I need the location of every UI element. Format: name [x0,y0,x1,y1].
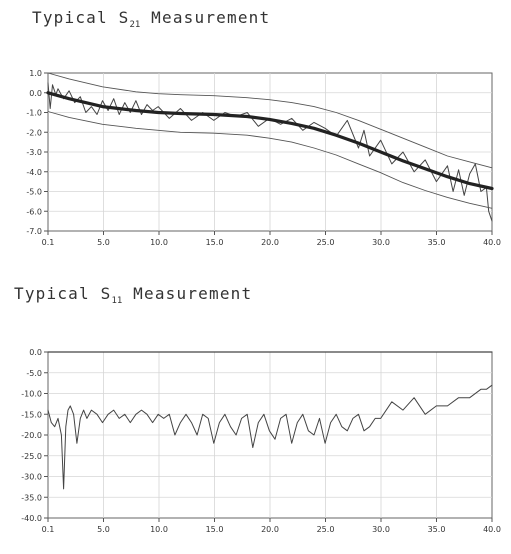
y-tick-label: -5.0 [26,188,42,197]
y-tick-label: -6.0 [26,207,42,216]
y-tick-label: -35.0 [21,493,42,502]
x-tick: 25.0 [317,231,335,247]
x-tick: 20.0 [261,231,279,247]
y-tick-label: -15.0 [21,410,42,419]
y-tick-label: -3.0 [26,148,42,157]
series-line-measured [47,384,493,490]
y-tick-label: -1.0 [26,109,42,118]
x-tick-label: 0.1 [42,238,55,247]
y-tick: 0.0 [29,348,48,357]
x-tick: 30.0 [372,518,390,534]
x-tick-label: 20.0 [261,525,279,534]
y-tick-label: -2.0 [26,128,42,137]
chart-title-s11: Typical S11 Measurement [14,284,253,307]
grid [48,73,492,231]
x-tick: 10.0 [150,231,168,247]
series-line-typical [46,91,494,191]
x-tick: 40.0 [483,518,501,534]
y-tick: -4.0 [26,168,48,177]
x-tick-label: 5.0 [97,525,110,534]
x-tick: 35.0 [428,518,446,534]
y-tick: -35.0 [21,493,48,502]
y-tick-label: -10.0 [21,390,42,399]
x-tick: 40.0 [483,231,501,247]
x-tick: 35.0 [428,231,446,247]
y-tick: -20.0 [21,431,48,440]
x-tick: 25.0 [317,518,335,534]
x-tick: 20.0 [261,518,279,534]
x-tick-label: 5.0 [97,238,110,247]
x-tick-label: 10.0 [150,525,168,534]
s11-chart: 0.1 5.0 10.0 15.0 20.0 25.0 30.0 35.0 40.0 0.0 -5.… [21,348,501,534]
x-tick-label: 20.0 [261,238,279,247]
x-tick: 0.1 [42,231,55,247]
x-tick-label: 10.0 [150,238,168,247]
x-tick: 5.0 [97,231,110,247]
x-tick-label: 30.0 [372,525,390,534]
x-tick: 15.0 [206,231,224,247]
x-tick: 10.0 [150,518,168,534]
y-tick-label: -40.0 [21,514,42,523]
y-tick: 0.0 [29,89,48,98]
x-tick-label: 25.0 [317,238,335,247]
x-tick-label: 35.0 [428,238,446,247]
y-tick-label: -25.0 [21,452,42,461]
y-tick: -10.0 [21,390,48,399]
y-tick: -5.0 [26,369,48,378]
x-tick-label: 30.0 [372,238,390,247]
y-tick-label: 0.0 [29,89,42,98]
x-tick: 30.0 [372,231,390,247]
y-tick: -40.0 [21,514,48,523]
x-tick: 5.0 [97,518,110,534]
y-tick-label: 0.0 [29,348,42,357]
y-tick: -3.0 [26,148,48,157]
series-line-upper-limit [47,72,493,169]
x-tick-label: 40.0 [483,238,501,247]
series-line-lower-limit [47,111,493,209]
x-tick-label: 25.0 [317,525,335,534]
x-tick-label: 40.0 [483,525,501,534]
y-tick-label: -30.0 [21,473,42,482]
y-tick: -5.0 [26,188,48,197]
x-tick-label: 15.0 [206,525,224,534]
x-tick: 0.1 [42,518,55,534]
y-tick: -15.0 [21,410,48,419]
y-tick-label: -5.0 [26,369,42,378]
chart-title-s21: Typical S21 Measurement [32,8,271,31]
y-tick-label: -4.0 [26,168,42,177]
y-tick: 1.0 [29,69,48,78]
y-tick: -6.0 [26,207,48,216]
y-tick: -25.0 [21,452,48,461]
y-tick: -1.0 [26,109,48,118]
x-tick-label: 35.0 [428,525,446,534]
x-tick-label: 0.1 [42,525,55,534]
y-tick-label: 1.0 [29,69,42,78]
y-tick: -30.0 [21,473,48,482]
grid [48,352,492,518]
s21-chart: 0.1 5.0 10.0 15.0 20.0 25.0 30.0 35.0 40.0 1.0 0.0… [26,69,501,247]
y-tick-label: -20.0 [21,431,42,440]
x-tick: 15.0 [206,518,224,534]
y-tick-label: -7.0 [26,227,42,236]
y-tick: -2.0 [26,128,48,137]
x-tick-label: 15.0 [206,238,224,247]
y-tick: -7.0 [26,227,48,236]
